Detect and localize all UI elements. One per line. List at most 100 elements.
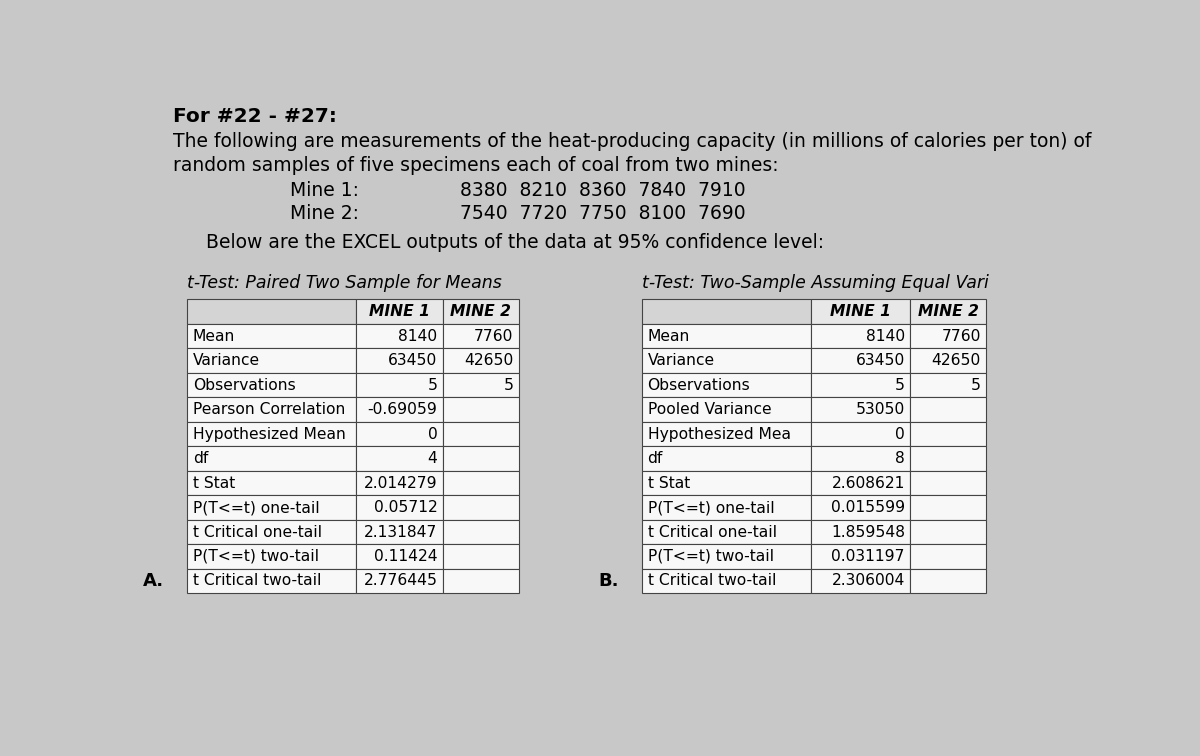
- Bar: [187, 373, 356, 398]
- Text: 0: 0: [427, 426, 438, 442]
- Bar: [356, 349, 443, 373]
- Text: 2.014279: 2.014279: [364, 476, 438, 491]
- Bar: [356, 544, 443, 569]
- Bar: [642, 569, 811, 593]
- Bar: [642, 398, 811, 422]
- Bar: [811, 373, 911, 398]
- Text: t Critical two-tail: t Critical two-tail: [648, 574, 776, 588]
- Text: Below are the EXCEL outputs of the data at 95% confidence level:: Below are the EXCEL outputs of the data …: [206, 233, 824, 252]
- Bar: [443, 544, 518, 569]
- Text: P(T<=t) one-tail: P(T<=t) one-tail: [193, 500, 319, 515]
- Text: 7540  7720  7750  8100  7690: 7540 7720 7750 8100 7690: [460, 204, 745, 223]
- Bar: [642, 544, 811, 569]
- Bar: [642, 373, 811, 398]
- Text: Hypothesized Mean: Hypothesized Mean: [193, 426, 346, 442]
- Bar: [911, 299, 986, 324]
- Text: 5: 5: [427, 377, 438, 392]
- Text: Mean: Mean: [648, 329, 690, 344]
- Text: 42650: 42650: [931, 353, 980, 368]
- Text: MINE 2: MINE 2: [918, 304, 979, 319]
- Bar: [811, 324, 911, 349]
- Text: random samples of five specimens each of coal from two mines:: random samples of five specimens each of…: [173, 156, 779, 175]
- Bar: [911, 544, 986, 569]
- Bar: [187, 471, 356, 495]
- Bar: [811, 495, 911, 520]
- Bar: [187, 324, 356, 349]
- Bar: [443, 520, 518, 544]
- Bar: [642, 495, 811, 520]
- Bar: [356, 569, 443, 593]
- Text: 2.776445: 2.776445: [364, 574, 438, 588]
- Text: 5: 5: [895, 377, 905, 392]
- Text: 8140: 8140: [865, 329, 905, 344]
- Bar: [911, 446, 986, 471]
- Bar: [911, 569, 986, 593]
- Text: 0.031197: 0.031197: [832, 549, 905, 564]
- Text: t Critical one-tail: t Critical one-tail: [193, 525, 322, 540]
- Text: 7760: 7760: [474, 329, 514, 344]
- Text: 0: 0: [895, 426, 905, 442]
- Text: 7760: 7760: [942, 329, 980, 344]
- Bar: [911, 495, 986, 520]
- Text: t Stat: t Stat: [648, 476, 690, 491]
- Bar: [443, 495, 518, 520]
- Text: 2.306004: 2.306004: [832, 574, 905, 588]
- Bar: [187, 422, 356, 446]
- Bar: [187, 398, 356, 422]
- Bar: [356, 520, 443, 544]
- Text: Mean: Mean: [193, 329, 235, 344]
- Text: B.: B.: [599, 572, 619, 590]
- Text: Mine 2:: Mine 2:: [289, 204, 359, 223]
- Text: MINE 1: MINE 1: [830, 304, 892, 319]
- Text: -0.69059: -0.69059: [367, 402, 438, 417]
- Bar: [911, 520, 986, 544]
- Text: 8380  8210  8360  7840  7910: 8380 8210 8360 7840 7910: [460, 181, 745, 200]
- Bar: [356, 471, 443, 495]
- Bar: [187, 299, 356, 324]
- Bar: [356, 398, 443, 422]
- Bar: [642, 471, 811, 495]
- Text: 53050: 53050: [856, 402, 905, 417]
- Bar: [811, 446, 911, 471]
- Bar: [443, 373, 518, 398]
- Text: A.: A.: [143, 572, 164, 590]
- Text: Observations: Observations: [648, 377, 750, 392]
- Bar: [811, 544, 911, 569]
- Text: df: df: [648, 451, 662, 466]
- Bar: [443, 398, 518, 422]
- Text: For #22 - #27:: For #22 - #27:: [173, 107, 337, 126]
- Bar: [356, 324, 443, 349]
- Bar: [911, 422, 986, 446]
- Text: t Critical two-tail: t Critical two-tail: [193, 574, 322, 588]
- Text: Pooled Variance: Pooled Variance: [648, 402, 772, 417]
- Text: 0.015599: 0.015599: [830, 500, 905, 515]
- Bar: [443, 471, 518, 495]
- Bar: [443, 349, 518, 373]
- Bar: [811, 471, 911, 495]
- Text: 0.05712: 0.05712: [373, 500, 438, 515]
- Bar: [187, 495, 356, 520]
- Bar: [443, 446, 518, 471]
- Bar: [356, 495, 443, 520]
- Bar: [187, 446, 356, 471]
- Text: 42650: 42650: [464, 353, 514, 368]
- Bar: [642, 299, 811, 324]
- Text: Variance: Variance: [648, 353, 715, 368]
- Bar: [911, 349, 986, 373]
- Bar: [911, 373, 986, 398]
- Bar: [356, 446, 443, 471]
- Bar: [911, 471, 986, 495]
- Bar: [443, 569, 518, 593]
- Text: 2.608621: 2.608621: [832, 476, 905, 491]
- Bar: [642, 349, 811, 373]
- Text: P(T<=t) two-tail: P(T<=t) two-tail: [193, 549, 319, 564]
- Text: df: df: [193, 451, 208, 466]
- Text: 2.131847: 2.131847: [364, 525, 438, 540]
- Bar: [811, 569, 911, 593]
- Text: 63450: 63450: [856, 353, 905, 368]
- Text: The following are measurements of the heat-producing capacity (in millions of ca: The following are measurements of the he…: [173, 132, 1092, 150]
- Text: Hypothesized Mea: Hypothesized Mea: [648, 426, 791, 442]
- Text: Pearson Correlation: Pearson Correlation: [193, 402, 346, 417]
- Text: Variance: Variance: [193, 353, 259, 368]
- Text: MINE 2: MINE 2: [450, 304, 511, 319]
